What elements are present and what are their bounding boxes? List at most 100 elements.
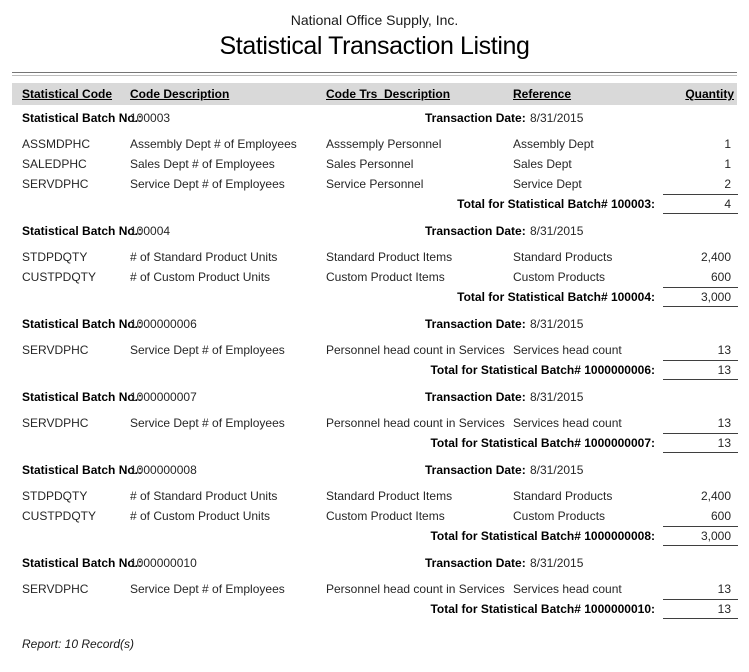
batch-rows: ASSMDPHC Assembly Dept # of Employees As… <box>22 134 737 194</box>
transaction-date-label: Transaction Date: <box>425 111 526 125</box>
table-row: ASSMDPHC Assembly Dept # of Employees As… <box>22 134 737 154</box>
cell-code-trs-description: Custom Product Items <box>326 270 445 284</box>
report-footer: Report: 10 Record(s) <box>22 637 135 651</box>
cell-code-description: Service Dept # of Employees <box>130 582 285 596</box>
page-title: Statistical Transaction Listing <box>219 32 530 60</box>
cell-reference: Standard Products <box>513 250 613 264</box>
transaction-date-label: Transaction Date: <box>425 463 526 477</box>
batch-section: Statistical Batch No.: 1000000007 Transa… <box>0 390 749 453</box>
cell-code-description: # of Custom Product Units <box>130 509 271 523</box>
cell-code-description: # of Standard Product Units <box>130 250 278 264</box>
batch-header: Statistical Batch No.: 1000000010 Transa… <box>22 556 737 572</box>
cell-quantity: 13 <box>717 582 731 596</box>
table-row: STDPDQTY # of Standard Product Units Sta… <box>22 486 737 506</box>
table-row: CUSTPDQTY # of Custom Product Units Cust… <box>22 267 737 287</box>
batch-total-quantity: 4 <box>663 194 738 214</box>
batch-total-quantity: 3,000 <box>663 287 738 307</box>
cell-code-trs-description: Standard Product Items <box>326 250 453 264</box>
batch-total-row: Total for Statistical Batch# 100003: 4 <box>22 194 738 214</box>
batch-number-label: Statistical Batch No.: <box>22 224 143 238</box>
batch-total-row: Total for Statistical Batch# 1000000008:… <box>22 526 738 546</box>
column-header-code-trs-description: Code Trs Description <box>326 87 451 101</box>
cell-reference: Services head count <box>513 582 622 596</box>
batch-total-quantity: 13 <box>663 433 738 453</box>
cell-code-description: Service Dept # of Employees <box>130 416 285 430</box>
cell-quantity: 2,400 <box>700 250 731 264</box>
company-name: National Office Supply, Inc. <box>290 12 459 28</box>
cell-statistical-code: SERVDPHC <box>22 343 89 357</box>
cell-code-description: # of Standard Product Units <box>130 489 278 503</box>
cell-code-description: # of Custom Product Units <box>130 270 271 284</box>
cell-code-trs-description: Standard Product Items <box>326 489 453 503</box>
table-row: STDPDQTY # of Standard Product Units Sta… <box>22 247 737 267</box>
batch-number-value: 100003 <box>130 111 171 125</box>
batch-total-row: Total for Statistical Batch# 1000000006:… <box>22 360 738 380</box>
batch-number-value: 100004 <box>130 224 171 238</box>
header-divider <box>12 72 737 76</box>
cell-reference: Services head count <box>513 343 622 357</box>
batch-rows: SERVDPHC Service Dept # of Employees Per… <box>22 579 737 599</box>
cell-statistical-code: STDPDQTY <box>22 250 88 264</box>
table-row: SALEDPHC Sales Dept # of Employees Sales… <box>22 154 737 174</box>
batch-total-label: Total for Statistical Batch# 100003: <box>457 197 655 211</box>
cell-code-trs-description: Service Personnel <box>326 177 424 191</box>
batch-total-row: Total for Statistical Batch# 100004: 3,0… <box>22 287 738 307</box>
batch-number-value: 1000000006 <box>130 317 197 331</box>
batch-number-label: Statistical Batch No.: <box>22 317 143 331</box>
column-header-quantity: Quantity <box>685 87 734 101</box>
batch-number-value: 1000000008 <box>130 463 197 477</box>
transaction-date-label: Transaction Date: <box>425 390 526 404</box>
batch-rows: SERVDPHC Service Dept # of Employees Per… <box>22 340 737 360</box>
batch-number-label: Statistical Batch No.: <box>22 463 143 477</box>
cell-reference: Services head count <box>513 416 622 430</box>
cell-quantity: 2 <box>724 177 731 191</box>
cell-statistical-code: STDPDQTY <box>22 489 88 503</box>
report-page: National Office Supply, Inc. Statistical… <box>0 12 749 651</box>
column-header-statistical-code: Statistical Code <box>22 87 113 101</box>
transaction-date-value: 8/31/2015 <box>530 463 584 477</box>
cell-quantity: 13 <box>717 343 731 357</box>
batch-total-row: Total for Statistical Batch# 1000000010:… <box>22 599 738 619</box>
transaction-date-value: 8/31/2015 <box>530 111 584 125</box>
batch-number-label: Statistical Batch No.: <box>22 556 143 570</box>
batch-header: Statistical Batch No.: 1000000008 Transa… <box>22 463 737 479</box>
batch-number-value: 1000000010 <box>130 556 197 570</box>
batch-total-quantity: 3,000 <box>663 526 738 546</box>
cell-statistical-code: SALEDPHC <box>22 157 87 171</box>
table-row: SERVDPHC Service Dept # of Employees Per… <box>22 340 737 360</box>
transaction-date-label: Transaction Date: <box>425 224 526 238</box>
transaction-date-value: 8/31/2015 <box>530 224 584 238</box>
cell-code-description: Assembly Dept # of Employees <box>130 137 297 151</box>
batch-section: Statistical Batch No.: 1000000008 Transa… <box>0 463 749 546</box>
cell-reference: Assembly Dept <box>513 137 594 151</box>
cell-quantity: 13 <box>717 416 731 430</box>
transaction-date-value: 8/31/2015 <box>530 317 584 331</box>
batch-total-label: Total for Statistical Batch# 1000000006: <box>430 363 655 377</box>
batch-total-quantity: 13 <box>663 360 738 380</box>
batch-header: Statistical Batch No.: 100004 Transactio… <box>22 224 737 240</box>
cell-reference: Sales Dept <box>513 157 572 171</box>
cell-reference: Custom Products <box>513 509 606 523</box>
column-header-reference: Reference <box>513 87 572 101</box>
batch-total-label: Total for Statistical Batch# 1000000010: <box>430 602 655 616</box>
batch-section: Statistical Batch No.: 1000000006 Transa… <box>0 317 749 380</box>
column-header-row: Statistical Code Code Description Code T… <box>12 83 737 105</box>
cell-code-trs-description: Personnel head count in Services <box>326 343 505 357</box>
cell-quantity: 1 <box>724 157 731 171</box>
cell-code-trs-description: Asssemply Personnel <box>326 137 442 151</box>
batch-total-quantity: 13 <box>663 599 738 619</box>
cell-code-description: Sales Dept # of Employees <box>130 157 275 171</box>
batch-section: Statistical Batch No.: 100004 Transactio… <box>0 224 749 307</box>
table-row: CUSTPDQTY # of Custom Product Units Cust… <box>22 506 737 526</box>
batch-number-label: Statistical Batch No.: <box>22 390 143 404</box>
transaction-date-label: Transaction Date: <box>425 556 526 570</box>
transaction-date-label: Transaction Date: <box>425 317 526 331</box>
batch-rows: STDPDQTY # of Standard Product Units Sta… <box>22 486 737 526</box>
table-row: SERVDPHC Service Dept # of Employees Ser… <box>22 174 737 194</box>
cell-quantity: 600 <box>710 270 731 284</box>
cell-quantity: 2,400 <box>700 489 731 503</box>
cell-reference: Custom Products <box>513 270 606 284</box>
batch-header: Statistical Batch No.: 100003 Transactio… <box>22 111 737 127</box>
table-row: SERVDPHC Service Dept # of Employees Per… <box>22 579 737 599</box>
cell-code-description: Service Dept # of Employees <box>130 343 285 357</box>
